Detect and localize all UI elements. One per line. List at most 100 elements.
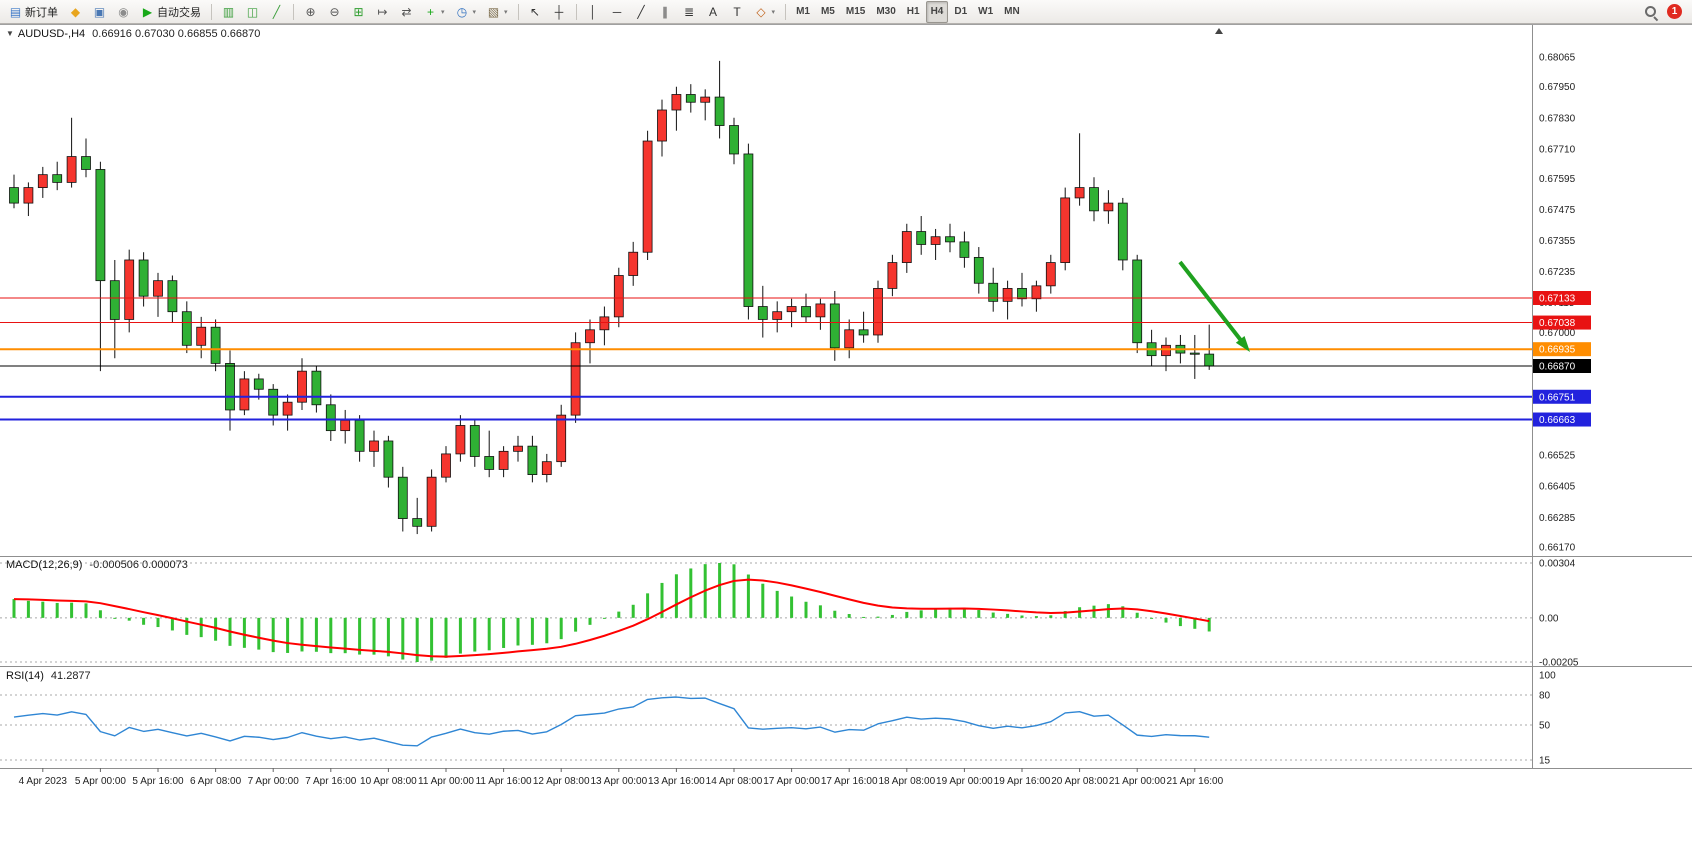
- new-order-label: 新订单: [25, 6, 58, 19]
- timeframe-m5-button[interactable]: M5: [816, 1, 840, 23]
- candle-bearish: [945, 236, 955, 243]
- candle-bullish: [441, 453, 451, 478]
- chart-title: ▼ AUDUSD-,H4 0.66916 0.67030 0.66855 0.668…: [6, 28, 260, 40]
- indicators-button[interactable]: + ▾: [419, 1, 450, 23]
- timeframe-w1-button[interactable]: W1: [973, 1, 998, 23]
- chart-window: 0.68065 0.67950 0.67830 0.67710 0.67595 0.674…: [0, 24, 1692, 850]
- notification-badge[interactable]: 1: [1667, 4, 1682, 19]
- bar-chart-icon: ▥: [222, 4, 235, 19]
- shapes-button[interactable]: ◇ ▾: [750, 1, 781, 23]
- zoom-in-icon: ⊕: [305, 4, 316, 19]
- timeframe-h1-button[interactable]: H1: [902, 1, 925, 23]
- shapes-icon: ◇: [756, 4, 766, 19]
- candle-bullish: [613, 275, 624, 318]
- tile-windows-icon: ⊞: [353, 4, 364, 19]
- candle-bullish: [700, 96, 711, 103]
- price-tag: [1533, 412, 1591, 427]
- candle-bullish: [498, 450, 509, 470]
- candle-bearish: [325, 404, 336, 432]
- data-window-button[interactable]: ▣: [88, 1, 111, 23]
- timeframe-m1-button[interactable]: M1: [791, 1, 815, 23]
- candle-bullish: [901, 231, 912, 263]
- candle-bullish: [671, 94, 682, 111]
- fibonacci-button[interactable]: ≣: [678, 1, 701, 23]
- timeframe-m30-label: M30: [876, 6, 896, 17]
- rsi-pane-header: RSI(14) 41.2877: [6, 670, 91, 682]
- candle-bullish: [772, 311, 783, 320]
- crosshair-button[interactable]: ┼: [548, 1, 571, 23]
- rsi-label: RSI(14): [6, 670, 44, 682]
- price-tag-label: 0.66751: [1539, 392, 1576, 403]
- bar-chart-button[interactable]: ▥: [217, 1, 240, 23]
- trendline-button[interactable]: ╱: [630, 1, 653, 23]
- time-tick-label: 17 Apr 16:00: [821, 776, 878, 787]
- chart-shift-button[interactable]: ⇄: [395, 1, 418, 23]
- price-tick-label: 0.66405: [1539, 482, 1576, 493]
- macd-signal-line: [13, 578, 1210, 658]
- time-tick-label: 7 Apr 16:00: [305, 776, 357, 787]
- trend-arrow[interactable]: [1178, 260, 1250, 352]
- periods-button[interactable]: ◷ ▾: [451, 1, 482, 23]
- timeframe-mn-button[interactable]: MN: [999, 1, 1025, 23]
- price-tag: [1533, 315, 1591, 330]
- cursor-button[interactable]: ↖: [524, 1, 547, 23]
- time-tick-label: 20 Apr 08:00: [1051, 776, 1108, 787]
- timeframe-d1-label: D1: [954, 6, 968, 17]
- auto-scroll-button[interactable]: ↦: [371, 1, 394, 23]
- time-tick-label: 19 Apr 16:00: [994, 776, 1051, 787]
- fibonacci-icon: ≣: [684, 4, 695, 19]
- timeframe-d1-button[interactable]: D1: [949, 1, 972, 23]
- chart-canvas[interactable]: 0.68065 0.67950 0.67830 0.67710 0.67595 0.674…: [0, 25, 1692, 851]
- candle-bullish: [1103, 202, 1114, 212]
- timeframe-h4-button[interactable]: H4: [925, 0, 949, 23]
- market-watch-button[interactable]: ◆: [64, 1, 87, 23]
- price-tick-label: 0.67950: [1539, 82, 1576, 93]
- candle-bearish: [829, 303, 840, 349]
- new-order-button[interactable]: ▤ 新订单: [4, 1, 63, 23]
- price-tag: [1533, 358, 1591, 373]
- zoom-in-button[interactable]: ⊕: [299, 1, 322, 23]
- candlestick-chart-icon: ◫: [246, 4, 259, 19]
- collapse-icon[interactable]: ▼: [6, 29, 14, 38]
- candle-bullish: [1074, 187, 1085, 199]
- candle-bearish: [527, 445, 538, 475]
- templates-button[interactable]: ▧ ▾: [482, 1, 513, 23]
- market-watch-icon: ◆: [70, 4, 81, 19]
- horizontal-line-icon: ─: [612, 4, 622, 19]
- horizontal-line-button[interactable]: ─: [606, 1, 629, 23]
- tile-windows-button[interactable]: ⊞: [347, 1, 370, 23]
- toolbar-separator: [517, 3, 519, 20]
- timeframe-h4-label: H4: [930, 6, 944, 17]
- community-button[interactable]: ◉: [112, 1, 135, 23]
- candle-bullish: [1045, 262, 1056, 287]
- time-tick-label: 6 Apr 08:00: [190, 776, 242, 787]
- candle-bearish: [988, 282, 999, 302]
- line-chart-icon: ╱: [272, 4, 281, 19]
- dropdown-arrow-icon: ▾: [441, 8, 445, 16]
- candle-bullish: [66, 156, 77, 183]
- candle-bullish: [930, 236, 941, 245]
- price-tag-label: 0.66870: [1539, 361, 1576, 372]
- candle-bearish: [757, 306, 768, 320]
- label-button[interactable]: T: [726, 1, 749, 23]
- text-button[interactable]: A: [702, 1, 725, 23]
- channel-button[interactable]: ∥: [654, 1, 677, 23]
- line-chart-button[interactable]: ╱: [265, 1, 288, 23]
- time-tick-label: 17 Apr 00:00: [763, 776, 820, 787]
- search-icon[interactable]: [1643, 4, 1659, 20]
- label-icon: T: [733, 4, 741, 19]
- symbol-timeframe-label: AUDUSD-,H4: [17, 28, 86, 40]
- candle-bullish: [426, 476, 437, 527]
- zoom-out-button[interactable]: ⊖: [323, 1, 346, 23]
- timeframe-m30-button[interactable]: M30: [871, 1, 900, 23]
- timeframe-m15-button[interactable]: M15: [841, 1, 870, 23]
- candle-bullish: [239, 378, 250, 411]
- auto-trading-button[interactable]: ▶ 自动交易: [136, 1, 206, 23]
- candle-bearish: [714, 96, 725, 126]
- price-tag: [1533, 389, 1591, 404]
- vertical-line-button[interactable]: │: [582, 1, 605, 23]
- candle-bearish: [225, 363, 235, 411]
- candlestick-chart-button[interactable]: ◫: [241, 1, 264, 23]
- candle-bullish: [37, 174, 48, 188]
- rsi-tick-label: 15: [1539, 756, 1551, 767]
